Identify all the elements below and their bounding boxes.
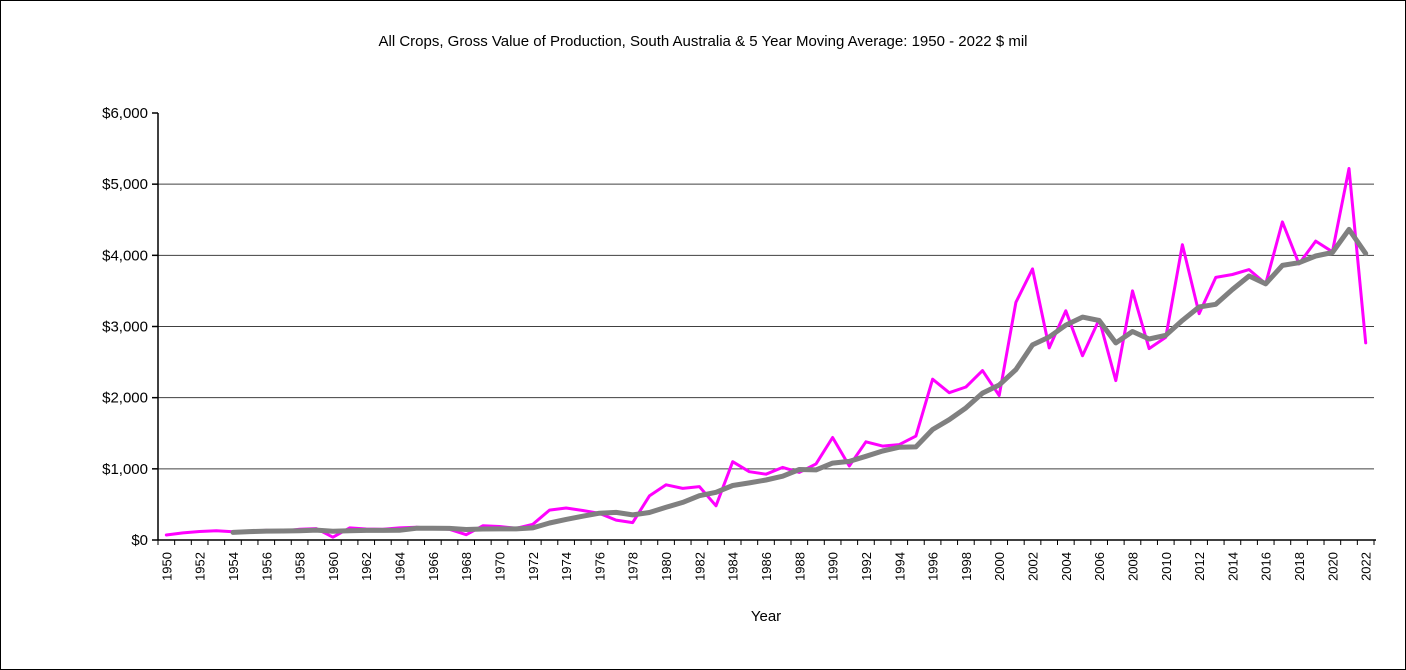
series-moving-average-line xyxy=(230,226,1369,535)
x-axis-title: Year xyxy=(750,608,782,625)
y-tick-label: $4,000 xyxy=(102,247,148,264)
x-tick-label: 1984 xyxy=(726,552,741,581)
x-tick-label: 1994 xyxy=(892,552,907,581)
x-tick-label: 1960 xyxy=(326,552,341,581)
x-tick-label: 1976 xyxy=(592,552,607,581)
x-tick-label: 2004 xyxy=(1059,552,1074,581)
y-tick-label: $0 xyxy=(131,532,148,549)
y-tick-labels: $0 $1,000 $2,000 $3,000 $4,000 $5,000 $6,000 xyxy=(102,105,158,549)
x-tick-label: 1982 xyxy=(692,552,707,581)
x-tick-label: 1970 xyxy=(493,552,508,581)
x-tick-label: 1978 xyxy=(626,552,641,581)
x-tick-label: 1980 xyxy=(659,552,674,581)
x-tick-label: 1974 xyxy=(559,552,574,581)
x-tick-label: 1968 xyxy=(459,552,474,581)
x-tick-label: 2020 xyxy=(1325,552,1340,581)
x-tick-labels: 1950 1952 1954 1956 1958 1960 1962 1964 1966 1968… xyxy=(157,540,1375,581)
x-tick-label: 2000 xyxy=(992,552,1007,581)
y-tick-label: $2,000 xyxy=(102,390,148,407)
x-tick-label: 1966 xyxy=(426,552,441,581)
y-tick-label: $6,000 xyxy=(102,105,148,122)
x-tick-label: 1954 xyxy=(226,552,241,581)
y-tick-label: $3,000 xyxy=(102,319,148,336)
x-tick-label: 2008 xyxy=(1126,552,1141,581)
x-tick-label: 1988 xyxy=(792,552,807,581)
x-tick-label: 1952 xyxy=(193,552,208,581)
x-tick-label: 1950 xyxy=(159,552,174,581)
x-tick-label: 2016 xyxy=(1259,552,1274,581)
x-tick-label: 2022 xyxy=(1359,552,1374,581)
x-tick-label: 1992 xyxy=(859,552,874,581)
x-tick-label: 1956 xyxy=(259,552,274,581)
x-tick-label: 2002 xyxy=(1026,552,1041,581)
x-tick-label: 1972 xyxy=(526,552,541,581)
x-tick-label: 1998 xyxy=(959,552,974,581)
x-tick-label: 1996 xyxy=(926,552,941,581)
x-tick-label: 1964 xyxy=(393,552,408,581)
x-tick-label: 2006 xyxy=(1092,552,1107,581)
x-tick-label: 2010 xyxy=(1159,552,1174,581)
x-tick-label: 2014 xyxy=(1225,552,1240,581)
x-tick-label: 1958 xyxy=(293,552,308,581)
x-tick-label: 2012 xyxy=(1192,552,1207,581)
x-tick-label: 1990 xyxy=(826,552,841,581)
x-tick-label: 1962 xyxy=(359,552,374,581)
y-tick-label: $5,000 xyxy=(102,176,148,193)
x-tick-label: 1986 xyxy=(759,552,774,581)
y-tick-label: $1,000 xyxy=(102,461,148,478)
x-tick-label: 2018 xyxy=(1292,552,1307,581)
y-gridlines xyxy=(158,183,1374,470)
chart-title: All Crops, Gross Value of Production, So… xyxy=(378,33,1028,50)
